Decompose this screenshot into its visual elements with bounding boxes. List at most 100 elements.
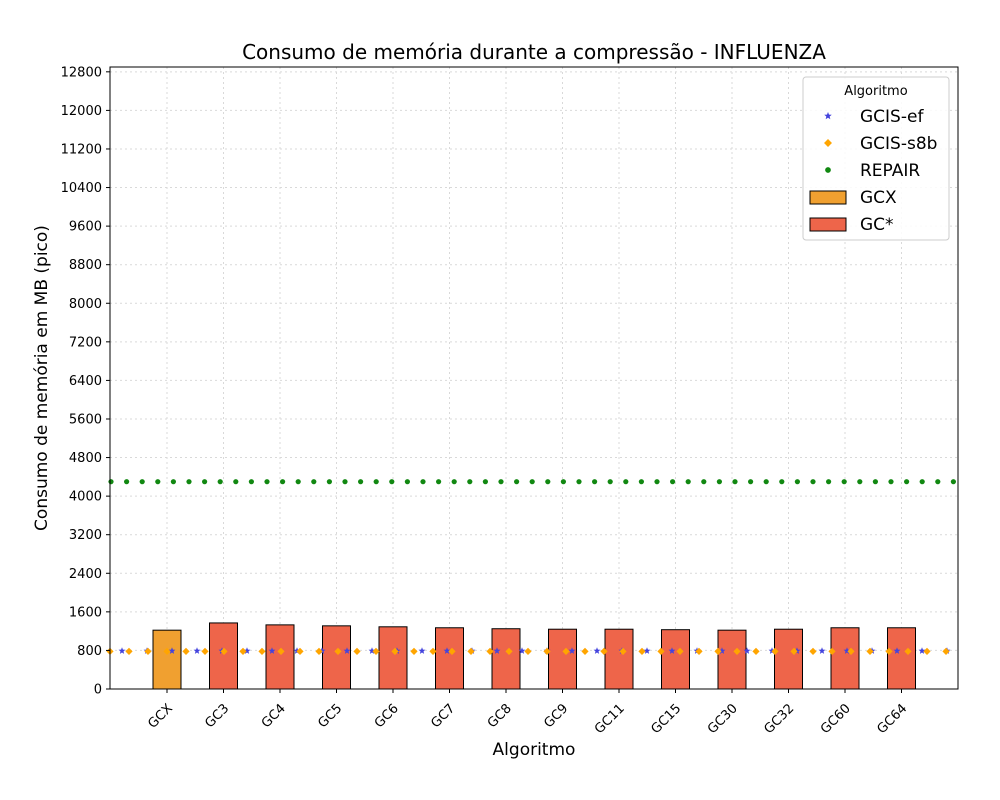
marker-gcis-s8b [239, 647, 247, 655]
marker-gcis-s8b [904, 647, 912, 655]
marker-gcis-ef [518, 647, 526, 654]
marker-repair [810, 479, 816, 485]
marker-gcis-s8b [505, 647, 513, 655]
marker-gcis-ef [418, 647, 426, 654]
marker-repair [748, 479, 754, 485]
bar-gcstar-gc5 [322, 625, 351, 690]
marker-gcis-s8b [771, 647, 779, 655]
y-axis-label: Consumo de memória em MB (pico) [32, 225, 52, 531]
marker-gcis-ef [443, 647, 451, 654]
legend-label-gcis-s8b: GCIS-s8b [860, 134, 937, 154]
marker-gcis-s8b [144, 647, 152, 655]
marker-repair [108, 479, 114, 485]
marker-repair [654, 479, 660, 485]
marker-repair [950, 479, 957, 485]
marker-repair [155, 479, 161, 485]
marker-gcis-ef [168, 647, 176, 654]
marker-repair [280, 479, 286, 485]
marker-gcis-s8b [467, 647, 475, 655]
marker-repair [373, 479, 379, 485]
legend-marker-repair [825, 167, 831, 173]
marker-repair [716, 479, 723, 485]
marker-repair [732, 479, 738, 485]
y-tick-label: 6400 [69, 374, 102, 389]
marker-repair [451, 479, 457, 485]
bar-gcstar-gc60 [830, 627, 860, 690]
marker-gcis-s8b [334, 647, 342, 655]
marker-repair [264, 479, 270, 485]
marker-repair [233, 479, 239, 485]
marker-repair [404, 479, 410, 485]
legend-label-gcstar: GC* [860, 215, 894, 235]
legend-marker-gcis-s8b [824, 139, 832, 147]
marker-repair [217, 479, 223, 485]
marker-gcis-s8b [182, 647, 190, 655]
plot-frame [109, 66, 959, 690]
y-tick-label: 4800 [69, 451, 102, 466]
marker-gcis-ef [343, 647, 351, 654]
legend-marker-gcis-ef [824, 112, 832, 120]
marker-repair [872, 479, 879, 485]
x-axis-label: Algoritmo [493, 740, 576, 760]
y-tick-label: 11200 [61, 142, 102, 157]
bar-gcstar-gc7 [435, 627, 464, 690]
marker-repair [467, 479, 473, 485]
marker-gcis-s8b [790, 647, 798, 655]
legend-label-gcx: GCX [860, 188, 897, 208]
bar-gcstar-gc4 [265, 624, 295, 690]
marker-repair [623, 479, 629, 485]
marker-repair [139, 479, 145, 485]
marker-repair [935, 479, 941, 485]
marker-repair [607, 479, 613, 485]
bars [152, 622, 916, 690]
marker-gcis-ef [568, 647, 576, 654]
marker-gcis-s8b [391, 647, 399, 655]
marker-repair [576, 479, 582, 485]
marker-gcis-ef [818, 647, 826, 654]
marker-gcis-s8b [885, 647, 893, 655]
marker-gcis-s8b [619, 647, 627, 655]
bar-gcstar-gc3 [209, 622, 238, 690]
marker-gcis-ef [593, 647, 601, 654]
y-tick-label: 2400 [69, 567, 102, 582]
marker-repair [342, 479, 348, 485]
legend-swatch-gcstar [809, 217, 847, 232]
marker-gcis-s8b [657, 647, 665, 655]
marker-gcis-ef [893, 647, 901, 654]
marker-repair [186, 479, 192, 485]
marker-repair [202, 479, 208, 485]
y-tick-label: 4000 [69, 490, 102, 505]
marker-gcis-ef [643, 647, 651, 654]
marker-repair [592, 479, 598, 485]
marker-gcis-s8b [714, 647, 722, 655]
marker-repair [779, 479, 785, 485]
y-tick-label: 800 [77, 644, 102, 659]
marker-repair [904, 479, 910, 485]
marker-gcis-s8b [353, 647, 361, 655]
y-tick-label: 3200 [69, 528, 102, 543]
marker-gcis-s8b [638, 647, 646, 655]
marker-gcis-s8b [372, 647, 380, 655]
marker-repair [794, 479, 801, 485]
marker-repair [919, 479, 925, 485]
marker-gcis-s8b [733, 647, 741, 655]
marker-gcis-s8b [429, 647, 437, 655]
y-tick-label: 8800 [69, 258, 102, 273]
marker-gcis-s8b [277, 647, 285, 655]
bar-gcstar-gc64 [887, 627, 916, 690]
y-tick-label: 8000 [69, 297, 102, 312]
series-markers [106, 479, 957, 655]
bar-gcstar-gc32 [774, 628, 803, 690]
marker-gcis-s8b [752, 647, 760, 655]
marker-gcis-s8b [847, 647, 855, 655]
marker-gcis-ef [668, 647, 676, 654]
marker-repair [248, 479, 254, 485]
marker-repair [638, 479, 645, 485]
marker-repair [436, 479, 442, 485]
marker-gcis-ef [493, 647, 501, 654]
marker-repair [857, 479, 863, 485]
marker-repair [545, 479, 551, 485]
marker-repair [389, 479, 395, 485]
y-tick-label: 0 [94, 683, 102, 698]
